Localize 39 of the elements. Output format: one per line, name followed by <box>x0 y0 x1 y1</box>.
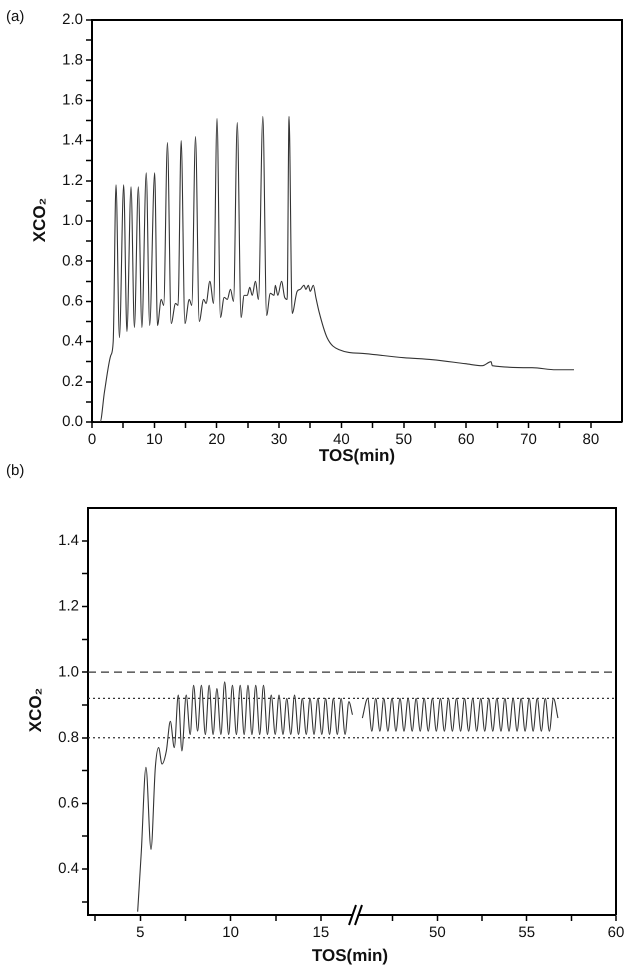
x-tick-label: 30 <box>270 431 288 448</box>
y-tick-label: 1.8 <box>62 51 83 68</box>
y-tick-label: 0.4 <box>58 860 79 878</box>
chart-title: (a) <box>6 8 24 25</box>
x-axis-title: TOS(min) <box>318 446 396 466</box>
x-tick-label: 0 <box>88 431 96 448</box>
y-tick-label: 1.6 <box>62 92 83 109</box>
x-tick-label: 15 <box>312 924 330 942</box>
x-tick-label: 50 <box>395 431 412 448</box>
x-tick-label: 80 <box>582 431 600 448</box>
y-tick-label: 0.6 <box>58 794 79 812</box>
y-tick-label: 0.6 <box>62 292 83 310</box>
y-tick-label: 1.0 <box>62 212 83 230</box>
x-tick-label: 60 <box>608 924 624 942</box>
x-tick-label: 10 <box>146 431 163 448</box>
x-tick-label: 60 <box>458 431 474 448</box>
x-axis-title: TOS(min) <box>312 946 388 966</box>
y-tick-label: 1.0 <box>58 663 79 680</box>
x-tick-label: 5 <box>136 924 145 942</box>
y-tick-label: 0.4 <box>62 332 83 350</box>
x-tick-label: 70 <box>520 431 537 448</box>
y-tick-label: 2.0 <box>62 11 83 28</box>
x-tick-label: 50 <box>429 924 446 942</box>
x-tick-label: 55 <box>518 924 536 942</box>
y-tick-label: 1.2 <box>62 172 83 189</box>
line-series <box>93 116 575 422</box>
x-tick-label: 20 <box>208 431 226 448</box>
x-tick-label: 40 <box>333 431 350 448</box>
y-tick-label: 0.0 <box>62 413 83 430</box>
y-axis-title: XCO₂ <box>26 688 46 732</box>
y-tick-label: 1.4 <box>58 532 79 549</box>
y-tick-label: 0.8 <box>62 252 83 270</box>
y-tick-label: 1.2 <box>58 598 79 615</box>
y-tick-label: 1.4 <box>62 132 83 149</box>
y-axis-title: XCO₂ <box>30 198 50 242</box>
y-tick-label: 0.2 <box>62 372 83 390</box>
chart-title: (b) <box>6 462 24 479</box>
x-tick-label: 10 <box>222 924 239 942</box>
y-tick-label: 0.8 <box>58 728 79 746</box>
